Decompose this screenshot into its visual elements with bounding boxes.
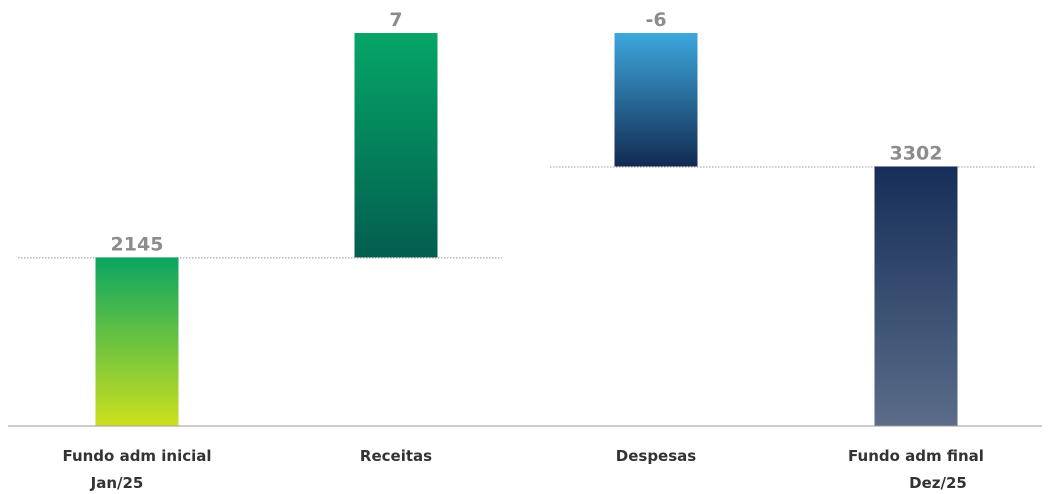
value-label-4: 3302: [890, 142, 943, 164]
bar-4: [874, 166, 958, 426]
bar-3: [614, 33, 698, 167]
value-label-2: 7: [389, 9, 402, 31]
bars: [95, 33, 958, 426]
category-label-4-line-1: Fundo adm final: [848, 447, 984, 465]
category-label-1-line-1: Fundo adm inicial: [62, 447, 211, 465]
category-label-4-line-2: Dez/25: [909, 474, 967, 492]
value-label-3: -6: [645, 9, 666, 31]
value-label-1: 2145: [111, 233, 164, 255]
category-label-3-line-1: Despesas: [616, 447, 697, 465]
bar-2: [354, 33, 438, 258]
connector-lines: [18, 166, 1035, 259]
value-labels: 2145 7 -6 3302: [111, 9, 943, 255]
category-label-2-line-1: Receitas: [360, 447, 432, 465]
category-label-1-line-2: Jan/25: [90, 474, 144, 492]
bar-1: [95, 257, 179, 426]
category-labels: Fundo adm inicial Jan/25 Receitas Despesas F…: [62, 447, 984, 492]
